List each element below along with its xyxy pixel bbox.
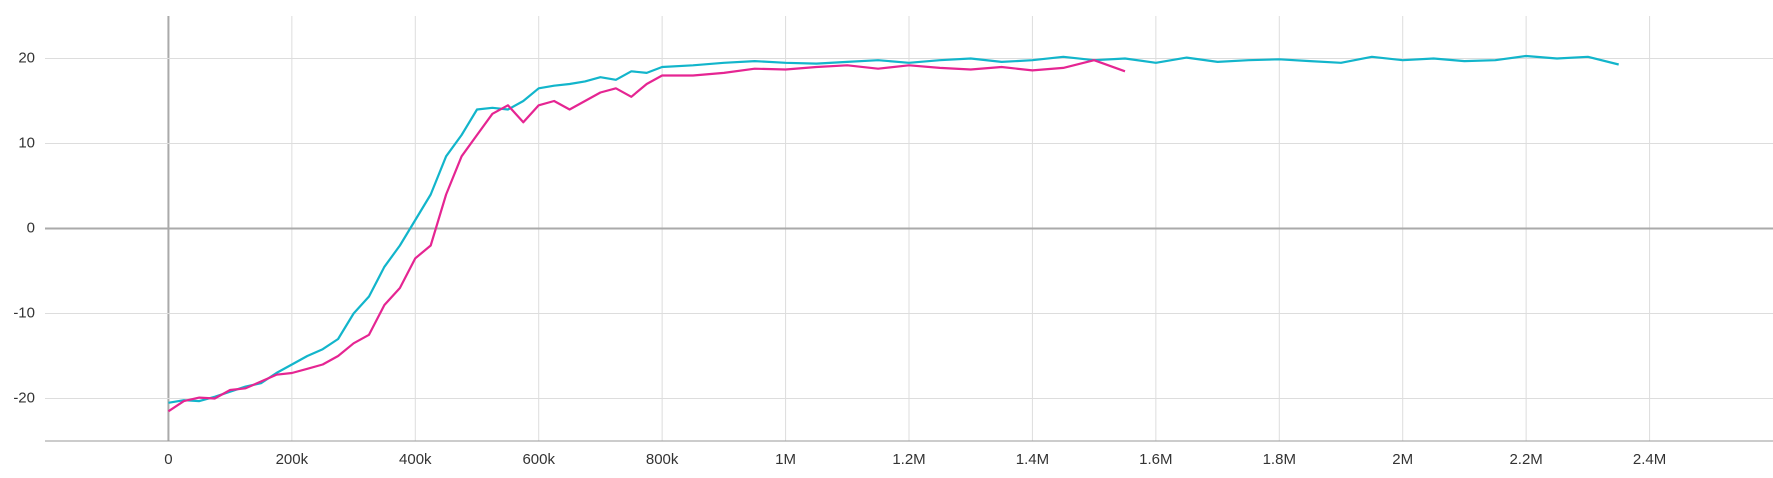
y-tick-label: 20 xyxy=(18,49,35,66)
x-tick-label: 800k xyxy=(646,451,679,468)
x-tick-label: 1.6M xyxy=(1139,451,1172,468)
y-tick-label: 10 xyxy=(18,134,35,151)
x-tick-label: 2.4M xyxy=(1633,451,1666,468)
x-tick-label: 2.2M xyxy=(1509,451,1542,468)
x-tick-label: 1.4M xyxy=(1016,451,1049,468)
y-tick-label: -20 xyxy=(13,389,35,406)
x-tick-label: 600k xyxy=(522,451,555,468)
x-tick-label: 2M xyxy=(1392,451,1413,468)
x-tick-label: 200k xyxy=(276,451,309,468)
x-tick-label: 400k xyxy=(399,451,432,468)
series-line xyxy=(168,54,1619,404)
y-tick-label: -10 xyxy=(13,304,35,321)
y-tick-label: 0 xyxy=(27,219,35,236)
x-tick-label: 1.8M xyxy=(1263,451,1296,468)
x-tick-label: 0 xyxy=(164,451,172,468)
x-tick-label: 1.2M xyxy=(892,451,925,468)
series-line xyxy=(167,59,1126,413)
x-tick-label: 1M xyxy=(775,451,796,468)
